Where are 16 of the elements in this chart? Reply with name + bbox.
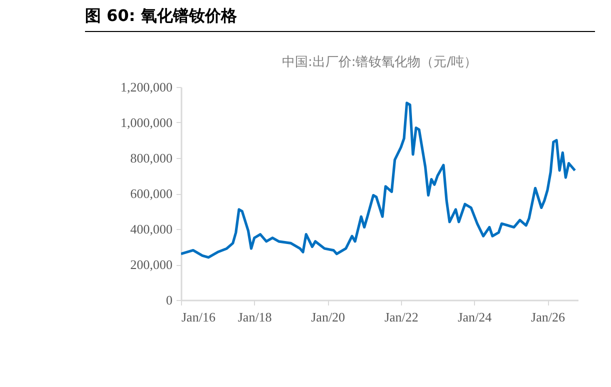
x-tick-label: Jan/18 [238,310,272,324]
line-series [181,102,576,259]
x-tick-label: Jan/26 [531,310,566,324]
y-tick-label: 200,000 [130,257,172,272]
y-tick-label: 800,000 [130,150,172,166]
y-tick-label: 1,000,000 [120,115,172,130]
x-tick-label: Jan/16 [182,310,216,324]
x-tick-label: Jan/22 [384,310,418,324]
y-tick-label: 0 [166,292,172,308]
y-tick-label: 400,000 [130,222,172,236]
x-tick-label: Jan/20 [311,310,346,324]
y-tick-label: 1,200,000 [120,80,172,94]
chart-title: 图 60: 氧化镨钕价格 [85,6,595,32]
y-tick-label: 600,000 [130,186,172,201]
x-tick-label: Jan/24 [458,310,492,324]
chart-subtitle: 中国:出厂价:镨钕氧化物（元/吨） [282,55,478,70]
